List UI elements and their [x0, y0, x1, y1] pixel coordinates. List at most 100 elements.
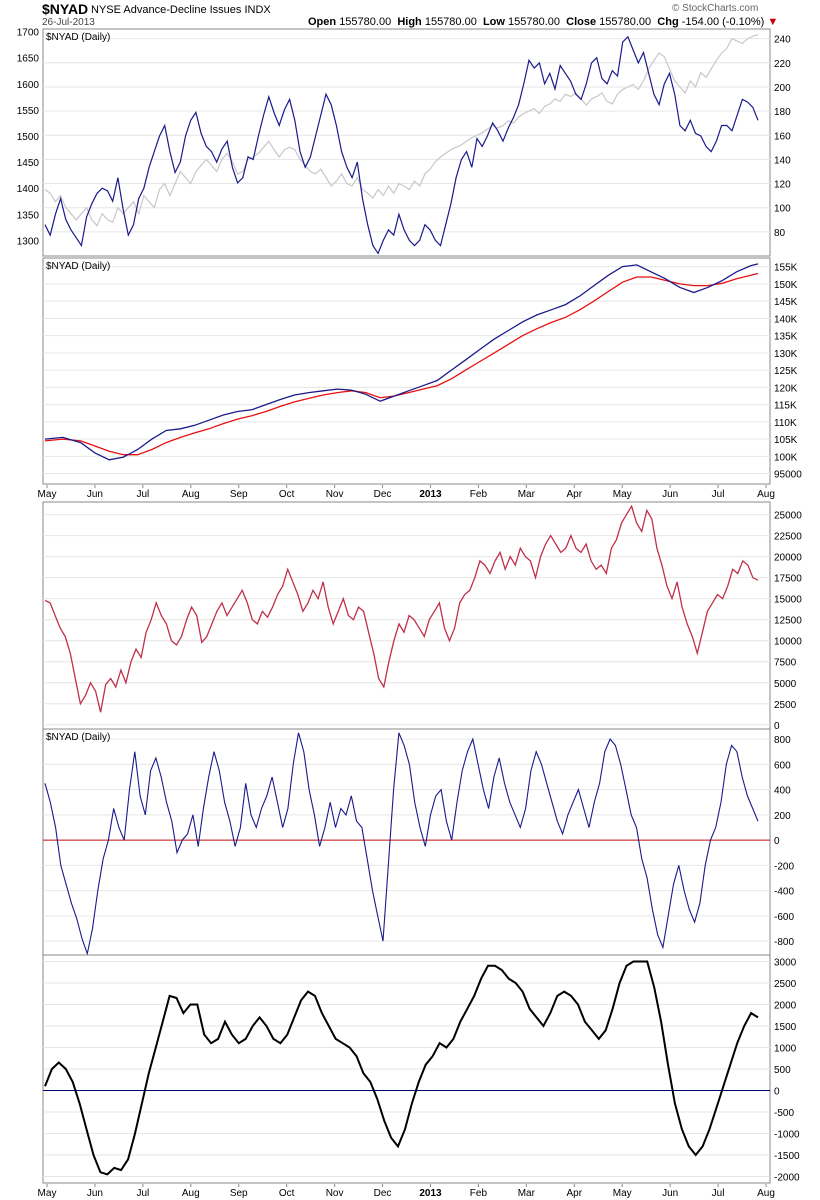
- high-label: High: [397, 16, 422, 28]
- y-tick-label-3: 20000: [774, 553, 802, 564]
- y-tick-label-3: 0: [774, 721, 780, 732]
- x-tick-label: Sep: [230, 1188, 248, 1199]
- moving-average-line: [44, 272, 759, 456]
- x-tick-label: Nov: [326, 1188, 344, 1199]
- panel-title-label: $NYAD (Daily): [46, 261, 110, 272]
- x-tick-label: Oct: [279, 1188, 295, 1199]
- y-tick-label-5: 3000: [774, 957, 797, 968]
- y-tick-label-2: 110K: [774, 418, 797, 429]
- price-series-line: [44, 35, 759, 255]
- x-tick-label: Jun: [662, 489, 678, 500]
- left-y-tick-label: 1650: [17, 54, 40, 65]
- y-tick-label-2: 115K: [774, 401, 797, 412]
- low-value: 155780.00: [508, 16, 561, 28]
- x-tick-label: Jul: [712, 489, 725, 500]
- open-value: 155780.00: [339, 16, 392, 28]
- high-value: 155780.00: [424, 16, 477, 28]
- panel-frame-4: [42, 728, 771, 956]
- left-y-tick-label: 1450: [17, 158, 40, 169]
- y-tick-label-1: 180: [774, 107, 791, 118]
- y-tick-label-2: 130K: [774, 349, 798, 360]
- cumulative-line: [44, 263, 759, 461]
- y-tick-label-3: 25000: [774, 511, 802, 522]
- y-tick-label-3: 2500: [774, 700, 797, 711]
- y-tick-label-4: -800: [774, 937, 794, 948]
- y-tick-label-3: 10000: [774, 637, 802, 648]
- y-tick-label-1: 160: [774, 131, 791, 142]
- y-tick-label-2: 120K: [774, 383, 798, 394]
- x-tick-label: Jul: [136, 489, 149, 500]
- x-tick-label: Jul: [712, 1188, 725, 1199]
- y-tick-label-5: -2000: [774, 1173, 800, 1184]
- y-tick-label-5: -1500: [774, 1151, 800, 1162]
- x-tick-label: May: [38, 489, 57, 500]
- y-tick-label-1: 80: [774, 228, 786, 239]
- left-y-tick-label: 1600: [17, 80, 40, 91]
- y-tick-label-5: -1000: [774, 1130, 800, 1141]
- x-tick-label: Aug: [757, 1188, 775, 1199]
- x-tick-label: Nov: [326, 489, 344, 500]
- left-y-tick-label: 1550: [17, 106, 40, 117]
- y-tick-label-1: 140: [774, 155, 791, 166]
- x-tick-label: Mar: [518, 1188, 536, 1199]
- x-tick-label: Aug: [757, 489, 775, 500]
- y-tick-label-3: 15000: [774, 595, 802, 606]
- x-tick-label: May: [613, 489, 632, 500]
- left-y-tick-label: 1300: [17, 236, 40, 247]
- chg-value: -154.00 (-0.10%): [681, 16, 765, 28]
- panel-title-label: $NYAD (Daily): [46, 732, 110, 743]
- y-tick-label-2: 155K: [774, 263, 798, 274]
- y-tick-label-4: 800: [774, 735, 791, 746]
- y-tick-label-1: 100: [774, 204, 791, 215]
- y-tick-label-5: 1500: [774, 1022, 797, 1033]
- chg-label: Chg: [657, 16, 679, 28]
- y-tick-label-4: -400: [774, 887, 794, 898]
- y-tick-label-1: 240: [774, 35, 791, 46]
- left-y-tick-label: 1700: [17, 28, 40, 39]
- left-y-tick-label: 1350: [17, 210, 40, 221]
- x-tick-label: Feb: [470, 489, 488, 500]
- close-label: Close: [566, 16, 597, 28]
- y-tick-label-2: 135K: [774, 332, 798, 343]
- left-y-tick-label: 1500: [17, 132, 40, 143]
- y-tick-label-4: 0: [774, 836, 780, 847]
- y-tick-label-1: 200: [774, 83, 791, 94]
- y-tick-label-3: 17500: [774, 574, 802, 585]
- y-tick-label-4: -600: [774, 912, 794, 923]
- date-label: 26-Jul-2013: [42, 17, 95, 28]
- y-tick-label-4: 200: [774, 811, 791, 822]
- x-tick-label: Aug: [182, 489, 200, 500]
- y-tick-label-3: 12500: [774, 616, 802, 627]
- y-tick-label-2: 140K: [774, 314, 798, 325]
- x-tick-label: Apr: [566, 489, 582, 500]
- y-tick-label-5: 2000: [774, 1000, 797, 1011]
- exchange-text: INDX: [244, 4, 271, 16]
- description-text: NYSE Advance-Decline Issues: [91, 4, 242, 16]
- panel-frame-1: [42, 28, 771, 257]
- y-tick-label-3: 7500: [774, 658, 797, 669]
- description-label: NYSE Advance-Decline Issues INDX: [91, 4, 271, 16]
- open-label: Open: [308, 16, 337, 28]
- y-tick-label-4: 400: [774, 786, 791, 797]
- y-tick-label-1: 220: [774, 59, 791, 70]
- y-tick-label-2: 150K: [774, 280, 798, 291]
- x-tick-label: 2013: [419, 489, 442, 500]
- ohlc-readout: Open 155780.00 High 155780.00 Low 155780…: [308, 16, 778, 28]
- x-tick-label: Jun: [662, 1188, 678, 1199]
- x-tick-label: Oct: [279, 489, 295, 500]
- brand-label: © StockCharts.com: [672, 3, 759, 14]
- y-tick-label-2: 105K: [774, 435, 798, 446]
- y-tick-label-2: 145K: [774, 297, 798, 308]
- x-tick-label: May: [38, 1188, 57, 1199]
- x-tick-label: Dec: [374, 489, 392, 500]
- x-tick-label: Apr: [566, 1188, 582, 1199]
- x-tick-label: Aug: [182, 1188, 200, 1199]
- x-tick-label: Feb: [470, 1188, 488, 1199]
- x-tick-label: 2013: [419, 1188, 442, 1199]
- x-tick-label: May: [613, 1188, 632, 1199]
- left-y-tick-label: 1400: [17, 184, 40, 195]
- y-tick-label-1: 120: [774, 180, 791, 191]
- y-tick-label-2: 100K: [774, 452, 798, 463]
